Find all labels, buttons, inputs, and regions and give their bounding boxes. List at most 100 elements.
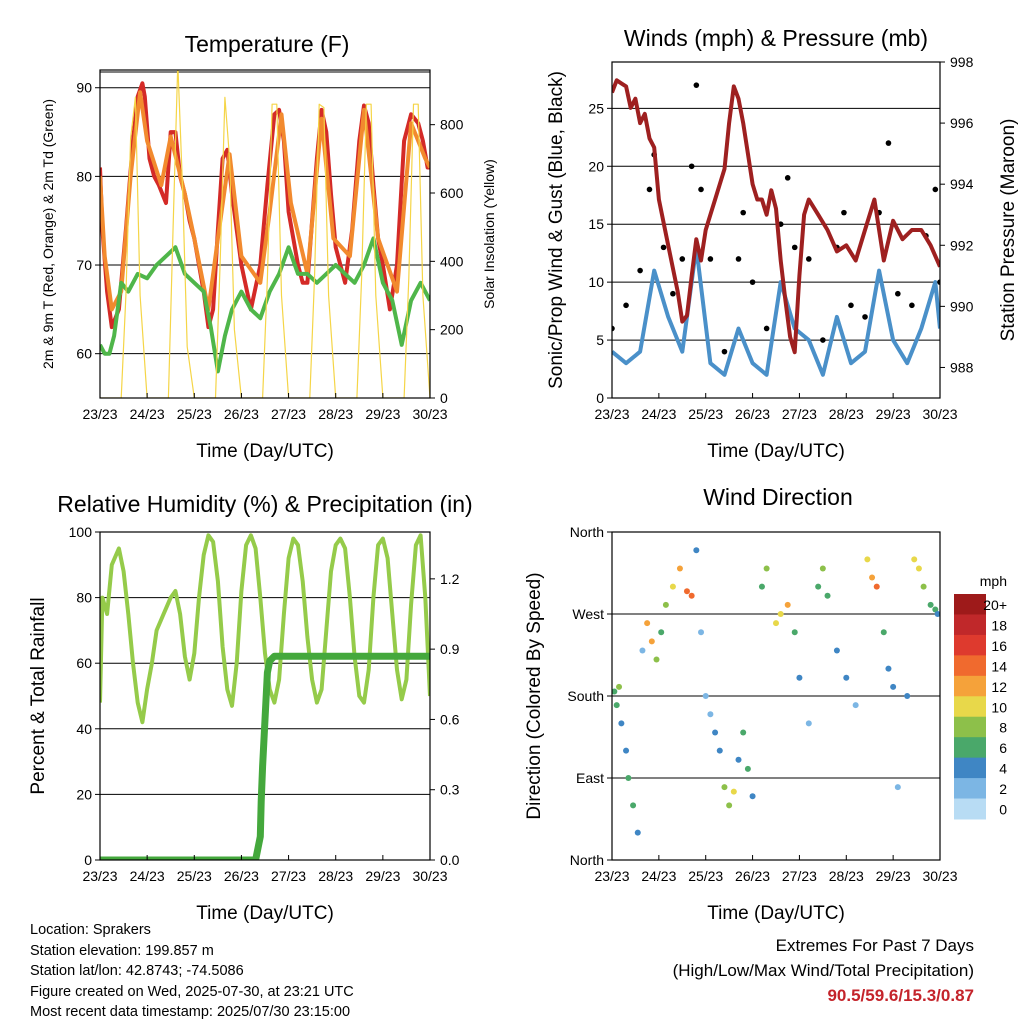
chart-panel-3: Relative Humidity (%) & Precipitation (i… xyxy=(28,491,473,924)
wind-direction-point xyxy=(815,583,822,590)
series-point-gust xyxy=(820,337,826,343)
y-tick-label: 15 xyxy=(588,216,604,232)
wind-direction-point xyxy=(702,693,709,699)
colorbar-swatch xyxy=(954,798,986,820)
y2-tick-label: 996 xyxy=(950,115,974,131)
colorbar-swatch xyxy=(954,757,986,779)
series-point-gust xyxy=(740,209,746,216)
wind-direction-point xyxy=(784,601,791,608)
y-tick-label: 100 xyxy=(69,524,93,540)
y-tick-label: 70 xyxy=(76,257,92,273)
colorbar-tick-label: 0 xyxy=(999,802,1007,818)
series-point-gust xyxy=(679,256,686,262)
colorbar-swatch xyxy=(954,594,986,615)
y2-tick-label: 0.9 xyxy=(440,641,460,657)
y2-tick-label: 600 xyxy=(440,185,464,201)
x-tick-label: 29/23 xyxy=(365,406,400,422)
x-tick-label: 29/23 xyxy=(365,868,400,884)
y2-tick-label: 800 xyxy=(440,117,464,133)
y2-tick-label: 992 xyxy=(950,237,974,253)
series-point-gust xyxy=(646,186,653,193)
chart-panel-1: Temperature (F) 60 70 80 90 0 200 400 600 800 23/2… xyxy=(40,31,497,462)
y2-tick-label: 990 xyxy=(950,298,974,314)
wind-direction-point xyxy=(648,638,655,645)
y-tick-label: 60 xyxy=(76,655,92,671)
series-point-gust xyxy=(841,209,847,216)
y-tick-label: North xyxy=(570,852,604,868)
x-tick-label: 26/23 xyxy=(224,406,259,422)
wind-direction-point xyxy=(744,765,751,772)
y-tick-label: 5 xyxy=(596,332,604,348)
series-line-9m-t xyxy=(100,90,430,312)
colorbar-swatch xyxy=(954,614,986,636)
extremes-summary: Extremes For Past 7 Days (High/Low/Max W… xyxy=(673,933,974,1008)
x-tick-label: 27/23 xyxy=(782,868,817,884)
colorbar-swatch xyxy=(954,716,986,738)
series-line-2m-td xyxy=(100,236,430,374)
y-tick-label: West xyxy=(572,606,604,622)
x-tick-label: 24/23 xyxy=(641,868,676,884)
wind-direction-point xyxy=(915,565,922,572)
colorbar-tick-label: 18 xyxy=(991,617,1007,633)
wind-direction-point xyxy=(843,674,850,681)
x-tick-label: 29/23 xyxy=(876,406,911,422)
wind-direction-point xyxy=(880,629,887,636)
colorbar-label: mph xyxy=(980,573,1007,589)
wind-direction-point xyxy=(885,665,892,672)
y-tick-label: 80 xyxy=(76,590,92,606)
plot-area xyxy=(100,70,430,398)
series-point-gust xyxy=(688,163,695,170)
y-tick-label: 40 xyxy=(76,721,92,737)
recent-data-timestamp: Most recent data timestamp: 2025/07/30 2… xyxy=(30,1004,351,1020)
colorbar-tick-label: 14 xyxy=(991,658,1007,674)
wind-direction-point xyxy=(653,656,660,663)
y2-tick-label: 200 xyxy=(440,322,464,338)
y-tick-label: North xyxy=(570,524,604,540)
colorbar-swatch xyxy=(954,737,986,759)
wind-direction-point xyxy=(735,756,742,763)
x-tick-label: 27/23 xyxy=(271,868,306,884)
wind-direction-point xyxy=(676,565,683,572)
x-tick-label: 27/23 xyxy=(271,406,306,422)
wind-direction-point xyxy=(758,583,765,590)
series-point-gust xyxy=(749,279,756,285)
x-tick-label: 23/23 xyxy=(82,868,117,884)
x-tick-label: 29/23 xyxy=(876,868,911,884)
series-point-gust xyxy=(862,314,868,320)
wind-direction-point xyxy=(890,683,897,690)
y-tick-label: 20 xyxy=(76,786,92,802)
wind-direction-point xyxy=(616,683,623,690)
x-tick-label: 24/23 xyxy=(641,406,676,422)
wind-direction-point xyxy=(730,788,737,795)
colorbar-tick-label: 8 xyxy=(999,720,1007,736)
y-tick-label: 25 xyxy=(588,100,604,116)
y2-tick-label: 988 xyxy=(950,359,974,375)
wind-direction-point xyxy=(873,583,880,590)
chart-title: Wind Direction xyxy=(703,484,853,510)
chart-title: Winds (mph) & Pressure (mb) xyxy=(624,25,928,51)
x-tick-label: 25/23 xyxy=(688,406,723,422)
series-point-gust xyxy=(784,175,791,181)
colorbar-tick-label: 12 xyxy=(991,679,1007,695)
series-point-gust xyxy=(670,290,676,297)
chart-panel-2: Winds (mph) & Pressure (mb) 0 5 10 15 20 25 988… xyxy=(546,25,1019,462)
wind-direction-point xyxy=(904,693,911,699)
wind-direction-point xyxy=(763,565,770,572)
colorbar-swatch xyxy=(954,655,986,677)
wind-direction-point xyxy=(920,583,927,590)
wind-direction-point xyxy=(791,629,798,636)
wind-direction-point xyxy=(644,620,651,627)
series-point-gust xyxy=(637,267,643,274)
series-point-gust xyxy=(885,140,892,146)
wind-direction-point xyxy=(740,729,747,736)
wind-direction-point xyxy=(927,601,934,608)
chart-panel-4: Wind DirectionNorthEastSouthWestNorth23/… xyxy=(524,484,1007,924)
wind-direction-point xyxy=(618,720,625,727)
wind-direction-point xyxy=(683,588,690,595)
y2-tick-label: 0.3 xyxy=(440,782,460,798)
colorbar-tick-label: 4 xyxy=(999,761,1007,777)
figure-created: Figure created on Wed, 2025-07-30, at 23… xyxy=(30,983,354,1000)
x-tick-label: 30/23 xyxy=(922,868,957,884)
series-point-gust xyxy=(721,348,728,355)
